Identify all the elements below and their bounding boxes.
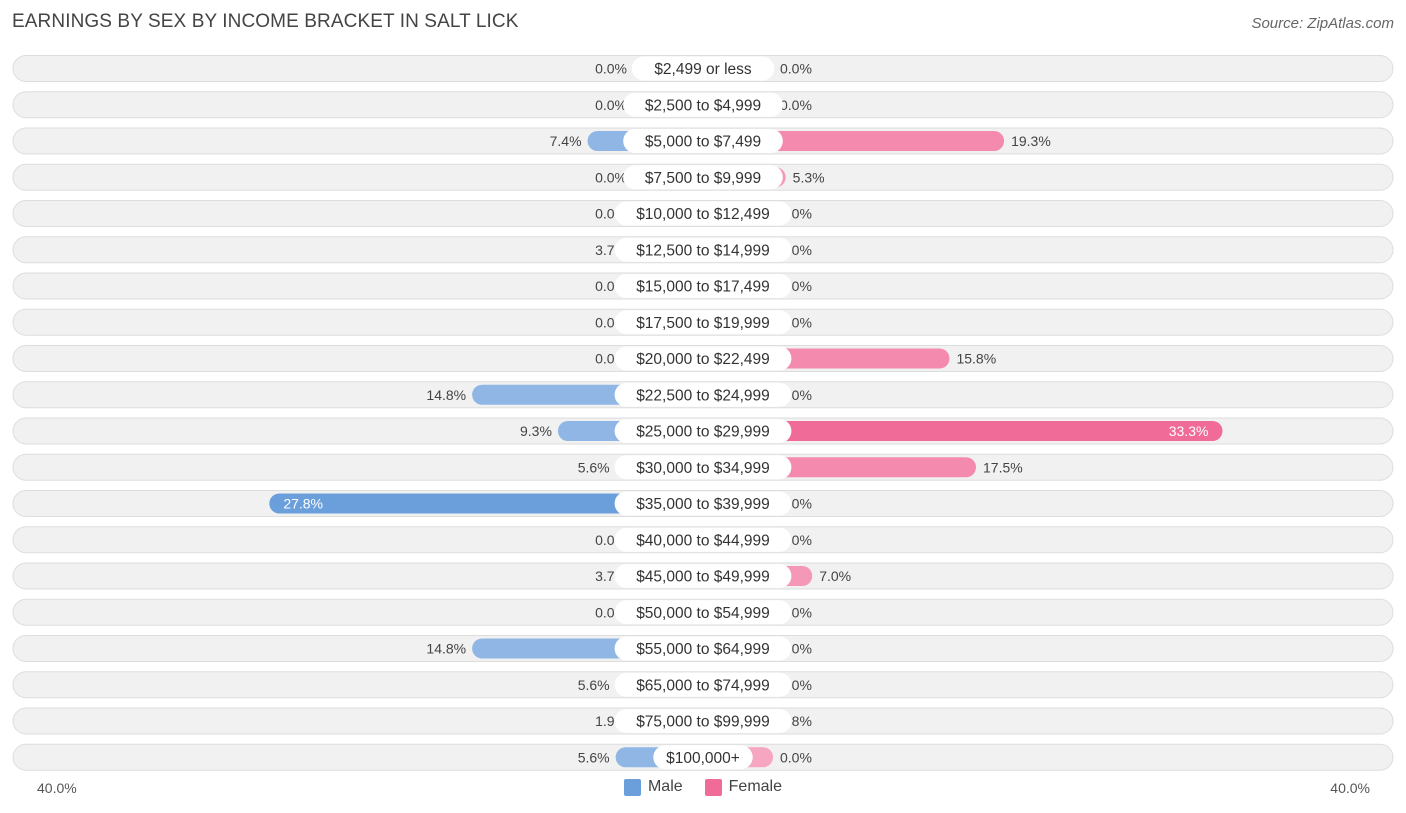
male-bar[interactable] [269, 493, 703, 514]
category-pill [623, 129, 783, 153]
category-pill [614, 672, 792, 697]
source-credit: Source: ZipAtlas.com [1251, 15, 1394, 32]
male-value-label: 5.6% [578, 459, 610, 475]
category-pill [614, 491, 792, 516]
category-label: $2,500 to $4,999 [645, 97, 761, 114]
female-value-label: 19.3% [1011, 133, 1051, 149]
male-value-label: 7.4% [550, 133, 582, 149]
male-value-label: 27.8% [283, 496, 323, 512]
chart-title: EARNINGS BY SEX BY INCOME BRACKET IN SAL… [12, 11, 519, 32]
category-label: $15,000 to $17,499 [636, 279, 770, 296]
female-value-label: 15.8% [956, 351, 996, 367]
category-pill [623, 92, 783, 117]
male-value-label: 9.3% [520, 423, 552, 439]
category-pill [614, 346, 792, 371]
category-label: $45,000 to $49,999 [636, 569, 770, 586]
category-label: $2,499 or less [654, 61, 752, 78]
legend-label-female: Female [728, 778, 783, 795]
female-value-label: 0.0% [780, 749, 812, 765]
axis-right-label: 40.0% [1330, 780, 1370, 796]
category-pill [614, 527, 792, 552]
category-label: $25,000 to $29,999 [636, 424, 770, 441]
category-label: $65,000 to $74,999 [636, 677, 770, 694]
category-pill [614, 382, 792, 407]
category-pill [614, 310, 792, 335]
category-label: $50,000 to $54,999 [636, 605, 770, 622]
category-pill [614, 600, 792, 625]
female-value-label: 0.0% [780, 97, 812, 113]
legend-label-male: Male [647, 778, 683, 795]
category-label: $22,500 to $24,999 [636, 387, 770, 404]
category-pill [614, 709, 792, 733]
category-pill [614, 455, 792, 480]
category-label: $55,000 to $64,999 [636, 641, 770, 658]
category-pill [614, 564, 792, 588]
category-pill [623, 165, 783, 190]
legend-swatch-male [623, 778, 641, 796]
female-value-label: 5.3% [793, 169, 825, 185]
category-pill [614, 274, 792, 298]
female-value-label: 0.0% [780, 61, 812, 77]
category-label: $35,000 to $39,999 [636, 496, 770, 513]
female-bar[interactable] [703, 421, 1223, 441]
legend: Male Female [0, 778, 1406, 796]
legend-swatch-female [704, 778, 722, 796]
male-value-label: 5.6% [578, 677, 610, 693]
category-label: $100,000+ [666, 750, 740, 767]
axis-left-label: 40.0% [37, 780, 77, 796]
male-value-label: 0.0% [595, 61, 627, 77]
category-pill [614, 237, 792, 262]
category-pill [614, 636, 792, 661]
category-label: $20,000 to $22,499 [636, 351, 770, 368]
category-pill [614, 201, 792, 226]
category-label: $40,000 to $44,999 [636, 532, 770, 549]
female-value-label: 7.0% [819, 568, 851, 584]
category-pill [631, 56, 775, 81]
category-label: $5,000 to $7,499 [645, 134, 761, 151]
category-label: $10,000 to $12,499 [636, 206, 770, 223]
category-pill [653, 745, 753, 770]
legend-item-female[interactable]: Female [704, 778, 783, 796]
male-value-label: 0.0% [595, 97, 627, 113]
category-label: $17,500 to $19,999 [636, 315, 770, 332]
category-label: $30,000 to $34,999 [636, 460, 770, 477]
category-label: $75,000 to $99,999 [636, 714, 770, 731]
chart-canvas: 0.0% 0.0% $2,499 or less 0.0% 0.0% $2,500 to … [12, 55, 1394, 771]
category-pill [614, 419, 792, 443]
category-label: $7,500 to $9,999 [645, 170, 761, 187]
legend-item-male[interactable]: Male [623, 778, 683, 796]
female-value-label: 33.3% [1169, 423, 1209, 439]
male-value-label: 14.8% [426, 641, 466, 657]
male-value-label: 14.8% [426, 387, 466, 403]
female-value-label: 17.5% [983, 459, 1023, 475]
male-value-label: 0.0% [595, 169, 627, 185]
category-label: $12,500 to $14,999 [636, 242, 770, 259]
male-value-label: 5.6% [578, 749, 610, 765]
